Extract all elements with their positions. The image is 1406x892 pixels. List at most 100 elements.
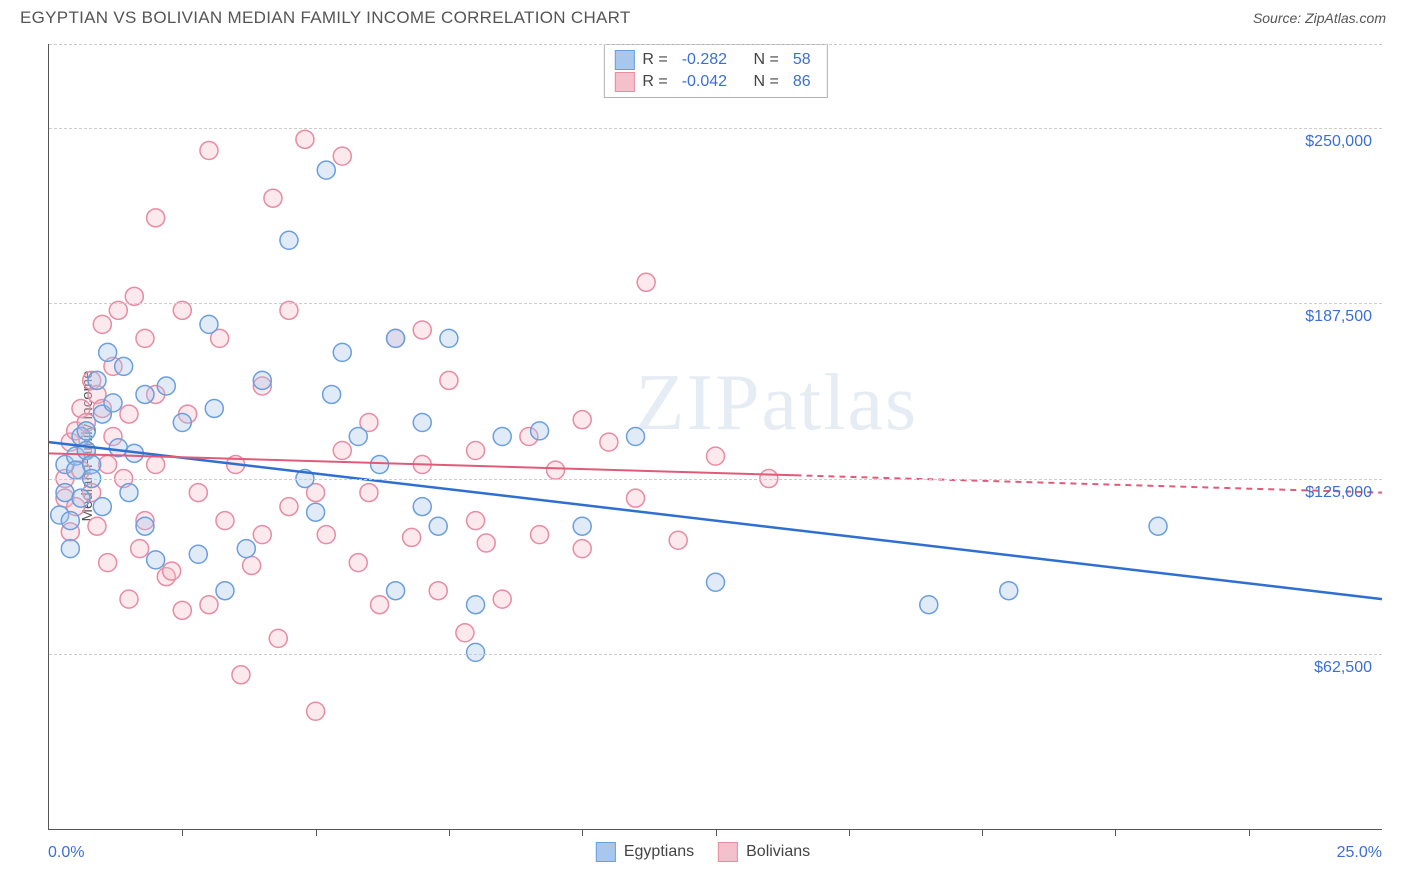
scatter-point [493, 590, 511, 608]
scatter-point [77, 422, 95, 440]
scatter-point [403, 528, 421, 546]
scatter-point [707, 573, 725, 591]
legend-correlation-box: R = -0.282 N = 58 R = -0.042 N = 86 [603, 44, 827, 98]
r-label: R = [642, 51, 667, 69]
scatter-point [296, 130, 314, 148]
scatter-point [99, 554, 117, 572]
scatter-point [637, 273, 655, 291]
scatter-point [115, 357, 133, 375]
legend-row-bolivians: R = -0.042 N = 86 [614, 71, 816, 93]
x-tick [449, 829, 450, 836]
scatter-point [136, 385, 154, 403]
scatter-point [317, 526, 335, 544]
r-value-bolivians: -0.042 [682, 73, 727, 91]
scatter-point [104, 394, 122, 412]
scatter-point [413, 413, 431, 431]
scatter-point [600, 433, 618, 451]
x-tick [849, 829, 850, 836]
scatter-point [307, 702, 325, 720]
scatter-point [264, 189, 282, 207]
chart-plot-area: ZIPatlas R = -0.282 N = 58 R = -0.042 N … [48, 44, 1382, 830]
scatter-point [189, 545, 207, 563]
x-axis-start-label: 0.0% [48, 844, 84, 862]
scatter-point [99, 343, 117, 361]
scatter-point [237, 540, 255, 558]
chart-title: EGYPTIAN VS BOLIVIAN MEDIAN FAMILY INCOM… [20, 8, 631, 28]
scatter-point [72, 489, 90, 507]
scatter-point [253, 371, 271, 389]
scatter-point [216, 512, 234, 530]
swatch-bolivians-bottom [718, 842, 738, 862]
scatter-point [205, 399, 223, 417]
legend-label-egyptians: Egyptians [624, 843, 694, 861]
scatter-point [573, 517, 591, 535]
scatter-point [88, 517, 106, 535]
scatter-point [333, 147, 351, 165]
n-label: N = [754, 73, 779, 91]
scatter-point [61, 540, 79, 558]
scatter-point [136, 517, 154, 535]
scatter-point [349, 428, 367, 446]
scatter-point [573, 411, 591, 429]
scatter-point [120, 405, 138, 423]
y-tick-label: $187,500 [1305, 308, 1372, 326]
r-label: R = [642, 73, 667, 91]
scatter-point [1149, 517, 1167, 535]
scatter-point [467, 512, 485, 530]
scatter-point [413, 498, 431, 516]
scatter-point [216, 582, 234, 600]
scatter-point [323, 385, 341, 403]
scatter-point [147, 209, 165, 227]
scatter-point [429, 517, 447, 535]
legend-label-bolivians: Bolivians [746, 843, 810, 861]
scatter-point [173, 601, 191, 619]
x-tick [982, 829, 983, 836]
header: EGYPTIAN VS BOLIVIAN MEDIAN FAMILY INCOM… [0, 0, 1406, 34]
scatter-point [120, 590, 138, 608]
scatter-point [440, 371, 458, 389]
scatter-point [456, 624, 474, 642]
source-attribution: Source: ZipAtlas.com [1253, 10, 1386, 26]
scatter-point [88, 371, 106, 389]
scatter-point [243, 556, 261, 574]
scatter-point [371, 596, 389, 614]
swatch-egyptians [614, 50, 634, 70]
x-tick [316, 829, 317, 836]
scatter-point [253, 526, 271, 544]
scatter-point [669, 531, 687, 549]
scatter-point [531, 422, 549, 440]
x-tick [1249, 829, 1250, 836]
scatter-point [349, 554, 367, 572]
scatter-point [707, 447, 725, 465]
scatter-point [360, 484, 378, 502]
scatter-point [163, 562, 181, 580]
y-tick-label: $125,000 [1305, 484, 1372, 502]
scatter-point [467, 643, 485, 661]
scatter-point [920, 596, 938, 614]
scatter-point [93, 498, 111, 516]
scatter-point [200, 596, 218, 614]
scatter-point [627, 489, 645, 507]
scatter-point [413, 321, 431, 339]
scatter-point [280, 231, 298, 249]
scatter-point [131, 540, 149, 558]
scatter-point [531, 526, 549, 544]
scatter-point [440, 329, 458, 347]
scatter-point [467, 596, 485, 614]
scatter-point [467, 442, 485, 460]
n-label: N = [754, 51, 779, 69]
scatter-point [429, 582, 447, 600]
legend-item-egyptians: Egyptians [596, 842, 694, 862]
y-tick-label: $250,000 [1305, 133, 1372, 151]
n-value-bolivians: 86 [793, 73, 811, 91]
scatter-point [547, 461, 565, 479]
scatter-point [232, 666, 250, 684]
scatter-point [317, 161, 335, 179]
x-tick [182, 829, 183, 836]
x-tick [582, 829, 583, 836]
scatter-point [61, 512, 79, 530]
scatter-point [200, 142, 218, 160]
scatter-point [147, 551, 165, 569]
x-tick [716, 829, 717, 836]
scatter-point [280, 498, 298, 516]
